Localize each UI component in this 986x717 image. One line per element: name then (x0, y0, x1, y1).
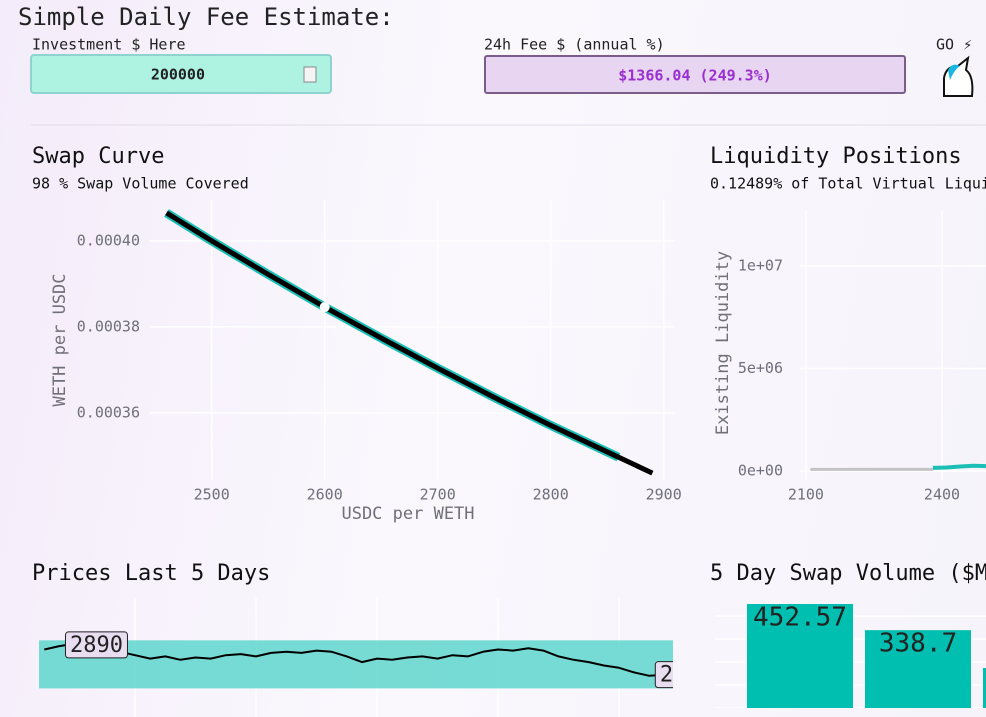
x-axis-title: USDC per WETH (341, 504, 474, 524)
chart-title: Liquidity Positions (710, 144, 962, 169)
fee-box (484, 55, 906, 94)
x-tick-label: 2700 (420, 486, 456, 504)
y-axis-title: Existing Liquidity (713, 251, 733, 435)
x-tick-label: 2900 (646, 486, 682, 504)
chart-subtitle: 98 % Swap Volume Covered (32, 175, 249, 193)
y-axis-title: WETH per USDC (50, 273, 70, 406)
fee-label: 24h Fee $ (annual %) (484, 36, 665, 54)
series-line (44, 640, 665, 677)
plot-area (800, 210, 986, 480)
price-annotation-box (654, 661, 673, 689)
series-line (932, 463, 986, 470)
x-tick-label: 2500 (194, 486, 230, 504)
x-tick-label: 2400 (924, 486, 960, 504)
price-annotation-box (64, 631, 128, 659)
plot-area (150, 200, 675, 480)
bar-value-label: 452.57 (753, 603, 847, 633)
y-tick-label: 0.00040 (77, 231, 140, 249)
spin-button[interactable] (303, 66, 317, 83)
y-tick-label: 0e+00 (738, 461, 783, 479)
x-tick-label: 2100 (788, 486, 824, 504)
chart-subtitle: 0.12489% of Total Virtual Liquidity (710, 175, 986, 193)
plot-area: 2890 2864 (39, 598, 713, 717)
current-price-marker (319, 302, 330, 313)
investment-input[interactable] (30, 54, 332, 94)
y-tick-label: 0.00038 (77, 317, 140, 335)
price-band (39, 640, 673, 689)
fee-value: $1366.04 (249.3%) (618, 67, 772, 85)
page-title: Simple Daily Fee Estimate: (18, 3, 394, 31)
bar (865, 630, 971, 708)
x-tick-label: 2600 (307, 486, 343, 504)
price-annotation: 2864 (660, 663, 713, 688)
unicorn-icon[interactable] (943, 55, 974, 97)
x-tick-label: 2800 (533, 486, 569, 504)
bar-value-label: 338.7 (879, 629, 957, 659)
series-line (165, 210, 654, 476)
chart-title: Swap Curve (32, 144, 164, 169)
chart-title: 5 Day Swap Volume ($MM) (710, 561, 986, 586)
y-tick-label: 1e+07 (738, 256, 783, 274)
price-annotation: 2890 (70, 633, 123, 658)
investment-value: 200000 (151, 66, 205, 84)
bar (983, 668, 986, 708)
investment-label: Investment $ Here (32, 36, 186, 54)
chart-title: Prices Last 5 Days (32, 561, 270, 586)
bar (747, 604, 853, 708)
y-tick-label: 5e+06 (738, 359, 783, 377)
go-label: GO ⚡ (936, 36, 972, 54)
y-tick-label: 0.00036 (77, 403, 140, 421)
